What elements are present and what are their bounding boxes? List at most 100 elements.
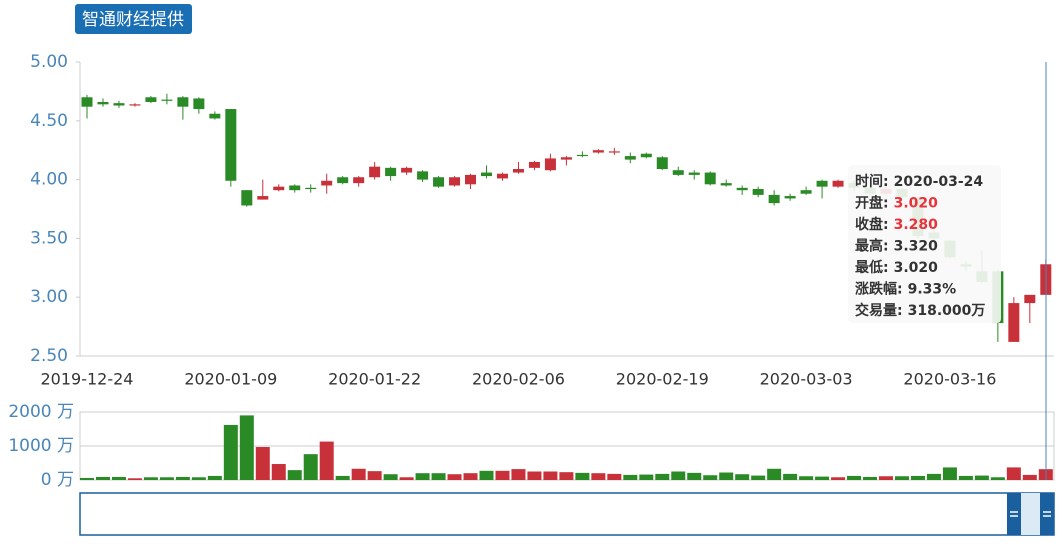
tooltip-label: 收盘: [855,216,889,233]
candle-body [193,98,205,110]
candle-body [161,99,173,101]
candle-body [544,158,556,171]
candle-body [369,166,381,178]
candle-body [656,157,668,170]
volume-bar [143,477,158,480]
volume-bar [655,473,670,480]
volume-bar [511,469,526,480]
volume-bar [847,475,862,480]
marks: 2.50 3.00 3.50 4.00 4.50 5.00 2019-12-24 2020-0… [8,52,1054,490]
tooltip-row: 收盘: 3.280 [855,216,938,233]
volume-bar [447,474,462,480]
x-tick-label: 2020-01-09 [184,370,277,389]
y-tick-label: 3.00 [30,287,68,307]
y-tick-label: 3.50 [30,228,68,248]
tooltip-label: 时间: [855,173,889,190]
volume-bar [239,415,254,480]
candle-body [736,187,748,191]
candle-body [672,170,684,175]
volume-bar [863,476,878,480]
navigator-window[interactable] [1021,493,1040,535]
tooltip-value: 3.320 [894,239,939,255]
candle-body [1024,294,1036,304]
candle-body [465,174,477,185]
volume-bar [623,474,638,480]
tooltip-label: 涨跌幅: [855,281,903,298]
volume-bar [367,471,382,480]
volume-bar [799,476,814,480]
volume-bar [383,474,398,480]
tooltip-text: 时间: 2020-03-24 开盘: 3.020 收盘: 3.280 最高: 3.320 最低:… [855,173,985,319]
volume-bar [751,475,766,480]
volume-bar [719,472,734,480]
volume-bar [687,472,702,480]
handle-grip [1010,511,1051,517]
volume-bar [974,475,989,480]
tooltip-row: 开盘: 3.020 [855,195,938,212]
volume-bar [303,454,318,480]
candle-body [177,97,189,107]
volume-bar [958,475,973,480]
candle-body [560,157,572,160]
source-badge [75,4,192,34]
candle-body [720,183,732,186]
navigator [79,492,1055,536]
x-tick-label: 2019-12-24 [41,370,134,389]
tooltip-value: 2020-03-24 [894,174,984,190]
volume-bar [95,476,110,480]
volume-bar [351,468,366,480]
y-tick-label: 5.00 [30,52,68,72]
candle-body [257,196,269,200]
volume-bar [543,471,558,480]
volume-bar [559,472,574,480]
volume-bar [287,470,302,480]
candle-body [1008,303,1020,342]
tooltip-row: 最高: 3.320 [855,238,938,255]
x-tick-label: 2020-03-16 [903,370,996,389]
candle-body [385,167,397,177]
volume-bar [223,424,238,480]
volume-bar [415,473,430,480]
volume-bar [495,470,510,480]
candle-body [129,104,141,106]
source-text: 智通财经提供 [82,10,184,30]
tooltip-label: 最低: [855,259,889,276]
volume-bar [271,464,286,480]
volume-bar [926,473,941,480]
candle-body [816,180,828,187]
candle-body [784,196,796,199]
volume-bar [127,478,142,480]
candle-body [209,113,221,119]
candle-body [289,185,301,191]
volume-bar [879,476,893,480]
candle-body [225,109,237,181]
x-tick-label: 2020-01-22 [328,370,421,389]
volume-bar [255,447,270,480]
candle-body [608,151,620,153]
candle-body [800,190,812,194]
tooltip [848,165,1001,323]
volume-bar [783,473,798,480]
volume-bar [831,477,846,480]
navigator-handle[interactable] [1007,493,1021,535]
volume-bar [175,476,190,480]
tooltip-label: 交易量: [855,302,903,319]
candle-body [417,171,429,180]
candle-body [640,153,652,158]
candle-body [704,172,716,185]
tooltip-row: 涨跌幅: 9.33% [855,281,956,298]
volume-bar [191,477,206,480]
candle-body [768,194,780,204]
candle-body [305,187,317,190]
volume-bar [463,473,478,480]
navigator-handle[interactable] [1040,493,1054,535]
candle-body [241,190,253,206]
candle-body [273,186,285,191]
volume-bar [607,473,622,480]
candle-body [97,101,109,105]
volume-bar [111,476,126,480]
tooltip-value: 9.33% [908,282,957,298]
volume-bar [479,470,494,480]
